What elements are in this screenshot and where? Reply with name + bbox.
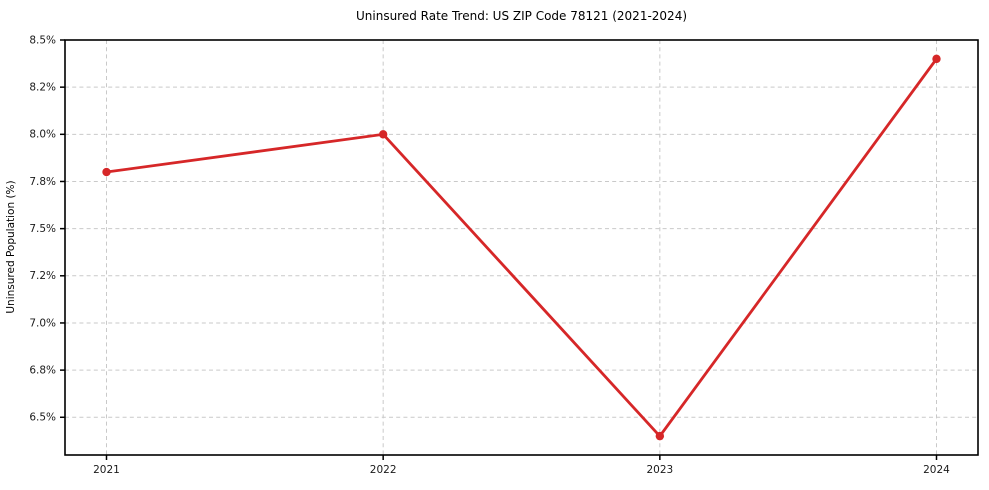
data-point-marker xyxy=(378,130,388,139)
data-point-marker xyxy=(102,167,111,177)
axes-frame xyxy=(64,39,979,456)
y-tick-label: 6.5% xyxy=(29,412,56,424)
y-tick-label: 7.8% xyxy=(29,176,56,188)
data-point-marker xyxy=(655,431,665,441)
x-tick-label: 2022 xyxy=(370,464,397,476)
x-tick-label: 2021 xyxy=(93,464,120,476)
y-tick-label: 6.8% xyxy=(29,364,56,376)
data-point-marker xyxy=(932,54,941,64)
y-tick-label: 7.2% xyxy=(29,270,56,282)
y-tick-label: 8.5% xyxy=(29,34,56,46)
y-tick-label: 8.2% xyxy=(29,82,56,94)
y-tick-label: 7.5% xyxy=(29,223,56,235)
chart-title: Uninsured Rate Trend: US ZIP Code 78121 … xyxy=(355,9,688,23)
y-tick-label: 8.0% xyxy=(29,129,56,141)
y-tick-label: 7.0% xyxy=(29,317,56,329)
x-tick-label: 2024 xyxy=(923,464,950,476)
trend-line xyxy=(106,58,938,438)
x-tick-label: 2023 xyxy=(646,464,673,476)
